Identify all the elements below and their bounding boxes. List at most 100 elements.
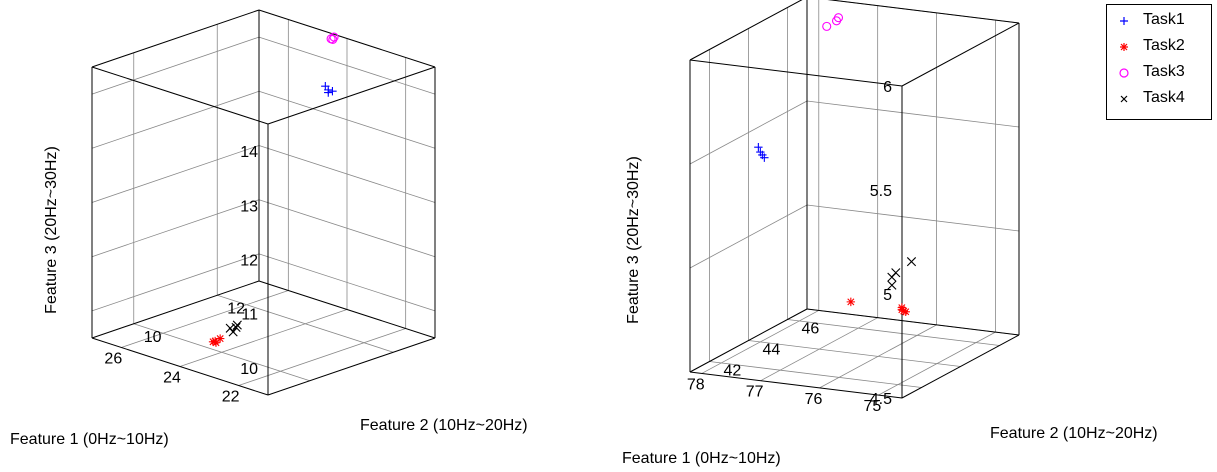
axis-box xyxy=(91,9,436,396)
axis-edge xyxy=(901,22,1020,87)
x-tick-label: 26 xyxy=(104,351,122,368)
axis-edge xyxy=(258,280,436,339)
x-marker-icon xyxy=(1120,95,1128,103)
legend-label-task3: Task3 xyxy=(1143,63,1185,80)
data-point xyxy=(756,147,765,157)
grid-line xyxy=(121,290,289,348)
series-task4 xyxy=(887,257,917,290)
legend: Task1 Task2 Task3 Task4 xyxy=(1106,4,1212,120)
x-axis-label: Feature 1 (0Hz~10Hz) xyxy=(622,450,781,467)
legend-item-task2: Task2 xyxy=(1107,36,1211,58)
grid-line xyxy=(689,204,808,269)
grid-line xyxy=(258,253,436,312)
data-point xyxy=(324,85,333,95)
data-point xyxy=(232,320,242,330)
data-point xyxy=(906,257,917,267)
grid-line xyxy=(806,100,1020,128)
axis-edge xyxy=(806,308,1020,336)
data-point xyxy=(754,142,763,152)
data-point xyxy=(210,336,220,346)
axis-edge xyxy=(689,308,808,373)
grid-line xyxy=(91,145,260,203)
y-tick-label: 44 xyxy=(763,342,781,359)
series-task4 xyxy=(225,320,242,337)
y-axis-label: Feature 2 (10Hz~20Hz) xyxy=(990,425,1158,442)
y-tick-label: 42 xyxy=(724,363,742,380)
grid-line xyxy=(258,199,436,258)
legend-label-task4: Task4 xyxy=(1143,89,1185,106)
data-point xyxy=(822,21,832,31)
z-tick-label: 10 xyxy=(240,361,258,378)
grid-line xyxy=(91,90,260,149)
legend-item-task4: Task4 xyxy=(1107,88,1211,110)
series-task1 xyxy=(754,142,769,162)
data-point xyxy=(208,337,218,346)
grid-lines xyxy=(689,0,1020,396)
grid-line xyxy=(238,328,406,386)
data-point xyxy=(211,338,221,347)
grid-line xyxy=(91,36,260,95)
z-tick-label: 14 xyxy=(240,144,258,161)
axis-edge xyxy=(267,66,436,125)
x-tick-label: 24 xyxy=(163,370,181,387)
grid-line xyxy=(689,100,808,165)
x-tick-label: 75 xyxy=(864,398,882,415)
axis-edge xyxy=(91,9,260,68)
legend-item-task3: Task3 xyxy=(1107,62,1211,84)
y-tick-label: 46 xyxy=(802,321,820,338)
grid-line xyxy=(133,323,310,382)
data-point xyxy=(897,305,907,314)
axis-edge xyxy=(258,9,436,68)
z-tick-label: 13 xyxy=(240,198,258,215)
grid-line xyxy=(806,204,1020,232)
grid-line xyxy=(258,36,436,95)
z-axis-label: Feature 3 (20Hz~30Hz) xyxy=(625,156,642,324)
z-tick-label: 5.5 xyxy=(870,183,892,200)
x-tick-label: 78 xyxy=(687,376,705,393)
axis-edge xyxy=(689,0,803,61)
x-axis-label: Feature 1 (0Hz~10Hz) xyxy=(10,431,169,448)
axis-edge xyxy=(901,334,1020,399)
series-task3 xyxy=(326,32,339,45)
data-point xyxy=(887,280,897,290)
data-point xyxy=(328,86,337,96)
series-task2 xyxy=(846,297,910,316)
data-point xyxy=(846,297,856,307)
asterisk-marker-icon xyxy=(1120,43,1128,51)
z-tick-label: 5 xyxy=(883,287,892,304)
series-task3 xyxy=(822,13,844,31)
z-tick-label: 4.5 xyxy=(870,391,892,408)
legend-label-task1: Task1 xyxy=(1143,11,1185,28)
axis-edge xyxy=(91,66,269,125)
series-task1 xyxy=(321,82,337,97)
data-point xyxy=(215,334,225,343)
data-point xyxy=(831,16,842,26)
legend-item-task1: Task1 xyxy=(1107,10,1211,32)
axis-box xyxy=(689,0,1020,399)
plus-marker-icon xyxy=(1120,17,1128,25)
circle-marker-icon xyxy=(1119,68,1129,78)
axis-edge xyxy=(91,280,260,339)
grid-line xyxy=(258,145,436,203)
grid-line xyxy=(787,319,1000,346)
axis-edge xyxy=(267,337,436,396)
z-axis-label: Feature 3 (20Hz~30Hz) xyxy=(43,146,60,314)
axis-edge xyxy=(689,371,903,399)
series-task2 xyxy=(208,334,225,347)
z-tick-label: 6 xyxy=(883,79,892,96)
y-tick-label: 12 xyxy=(227,300,245,317)
data-point xyxy=(225,323,235,333)
y-axis-label: Feature 2 (10Hz~20Hz) xyxy=(360,417,528,434)
grid-line xyxy=(91,199,260,258)
x-tick-label: 22 xyxy=(222,389,240,406)
grid-line xyxy=(748,340,961,367)
data-point xyxy=(887,272,897,282)
data-point xyxy=(326,34,336,44)
grid-line xyxy=(709,361,922,388)
y-tick-label: 10 xyxy=(144,329,162,346)
x-tick-label: 76 xyxy=(805,391,823,408)
x-tick-label: 77 xyxy=(746,384,764,401)
grid-line xyxy=(217,294,394,353)
grid-line xyxy=(179,309,348,367)
